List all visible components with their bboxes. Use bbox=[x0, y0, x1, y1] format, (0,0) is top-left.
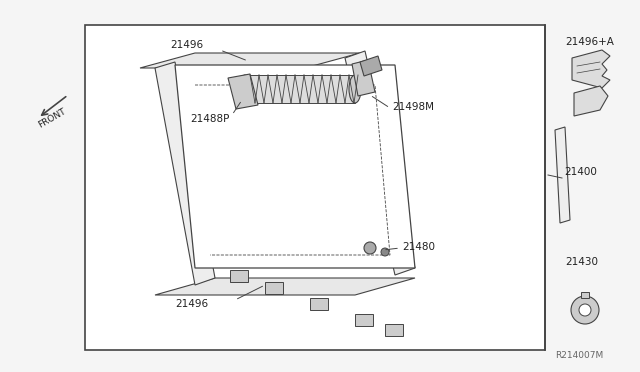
Bar bbox=[581, 292, 589, 298]
Text: FRONT: FRONT bbox=[36, 107, 67, 130]
Polygon shape bbox=[345, 51, 415, 275]
Polygon shape bbox=[352, 60, 375, 96]
Circle shape bbox=[571, 296, 599, 324]
Bar bbox=[265, 282, 283, 294]
Text: 21400: 21400 bbox=[564, 167, 597, 177]
Text: 21496: 21496 bbox=[170, 40, 203, 50]
Bar bbox=[85, 25, 545, 350]
Text: 21498M: 21498M bbox=[392, 102, 434, 112]
Text: 21430: 21430 bbox=[565, 257, 598, 267]
Bar bbox=[355, 314, 373, 326]
Text: 21480: 21480 bbox=[402, 242, 435, 252]
Polygon shape bbox=[140, 53, 360, 68]
Bar bbox=[385, 324, 403, 336]
Text: R214007M: R214007M bbox=[555, 351, 604, 360]
Polygon shape bbox=[155, 62, 215, 285]
Polygon shape bbox=[155, 278, 415, 295]
Text: 21496: 21496 bbox=[175, 299, 208, 309]
Polygon shape bbox=[175, 65, 415, 268]
Bar bbox=[310, 298, 328, 310]
Ellipse shape bbox=[349, 75, 361, 103]
Bar bbox=[245, 75, 355, 103]
Text: 21488P: 21488P bbox=[190, 114, 229, 124]
Polygon shape bbox=[360, 56, 382, 76]
Bar bbox=[230, 270, 248, 282]
Polygon shape bbox=[574, 86, 608, 116]
Text: 21496+A: 21496+A bbox=[565, 37, 614, 47]
Circle shape bbox=[579, 304, 591, 316]
Polygon shape bbox=[555, 127, 570, 223]
Circle shape bbox=[381, 248, 389, 256]
Ellipse shape bbox=[239, 75, 251, 103]
Polygon shape bbox=[572, 50, 610, 88]
Circle shape bbox=[364, 242, 376, 254]
Polygon shape bbox=[228, 74, 258, 109]
